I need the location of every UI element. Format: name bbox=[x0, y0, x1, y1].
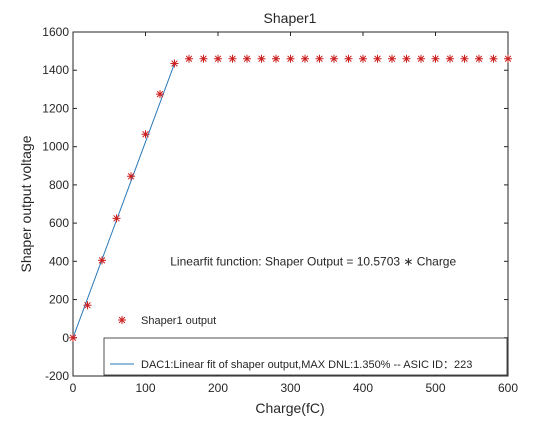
data-point bbox=[315, 54, 324, 63]
data-point bbox=[83, 301, 92, 310]
data-point bbox=[388, 54, 396, 63]
data-point bbox=[214, 54, 222, 63]
annotation-text: Linearfit function: Shaper Output = 10.5… bbox=[170, 254, 456, 268]
data-point bbox=[170, 59, 179, 68]
data-point bbox=[228, 54, 237, 63]
y-tick-label: 200 bbox=[49, 293, 69, 307]
axis-ticks: 0 100 200 300 400 500 600-20002004006008001000… bbox=[42, 25, 518, 395]
data-point bbox=[112, 214, 121, 223]
x-axis-title: Charge(fC) bbox=[255, 400, 324, 416]
data-point bbox=[127, 172, 135, 181]
data-point bbox=[141, 130, 150, 139]
data-point bbox=[69, 333, 77, 342]
legend-marker-swatch bbox=[118, 316, 126, 324]
data-point bbox=[272, 54, 280, 63]
data-point bbox=[257, 54, 266, 63]
data-point bbox=[504, 54, 512, 63]
data-point bbox=[185, 54, 193, 63]
plot-area bbox=[72, 31, 509, 377]
data-point bbox=[475, 54, 483, 63]
data-point bbox=[301, 54, 309, 63]
data-point bbox=[460, 54, 469, 63]
x-tick-label: 200 bbox=[208, 381, 228, 395]
legend-star-marker bbox=[118, 316, 126, 324]
data-point bbox=[330, 54, 338, 63]
data-point bbox=[402, 54, 411, 63]
y-tick-label: 1600 bbox=[42, 25, 69, 39]
y-tick-label: 600 bbox=[49, 216, 69, 230]
y-tick-label: -200 bbox=[45, 369, 69, 383]
data-point bbox=[344, 54, 353, 63]
data-point bbox=[359, 54, 367, 63]
x-tick-label: 500 bbox=[425, 381, 445, 395]
legend-box bbox=[103, 337, 508, 376]
x-tick-label: 400 bbox=[353, 381, 373, 395]
y-tick-label: 1400 bbox=[42, 63, 69, 77]
data-point bbox=[489, 54, 498, 63]
data-point bbox=[156, 90, 164, 99]
legend-label-markers: Shaper1 output bbox=[141, 315, 216, 327]
data-point bbox=[98, 256, 106, 265]
y-axis-title: Shaper output voltage bbox=[18, 135, 34, 272]
x-tick-label: 0 bbox=[70, 381, 77, 395]
y-tick-label: 1000 bbox=[42, 140, 69, 154]
marker-layer bbox=[69, 54, 512, 342]
y-tick-label: 0 bbox=[62, 331, 69, 345]
chart-title: Shaper1 bbox=[264, 10, 317, 26]
y-tick-label: 1200 bbox=[42, 101, 69, 115]
x-tick-label: 100 bbox=[135, 381, 155, 395]
data-point bbox=[243, 54, 251, 63]
data-point bbox=[417, 54, 425, 63]
data-point bbox=[431, 54, 440, 63]
data-point bbox=[446, 54, 454, 63]
data-point bbox=[199, 54, 208, 63]
x-tick-label: 600 bbox=[498, 381, 518, 395]
data-point bbox=[373, 54, 382, 63]
y-tick-label: 800 bbox=[49, 178, 69, 192]
data-point bbox=[286, 54, 295, 63]
fit-line-layer bbox=[72, 63, 175, 338]
legend-label-fit: DAC1:Linear fit of shaper output,MAX DNL… bbox=[141, 359, 472, 371]
x-tick-label: 300 bbox=[280, 381, 300, 395]
fit-line bbox=[72, 63, 175, 338]
legend: Shaper1 output DAC1:Linear fit of shaper… bbox=[103, 315, 508, 376]
y-tick-label: 400 bbox=[49, 254, 69, 268]
